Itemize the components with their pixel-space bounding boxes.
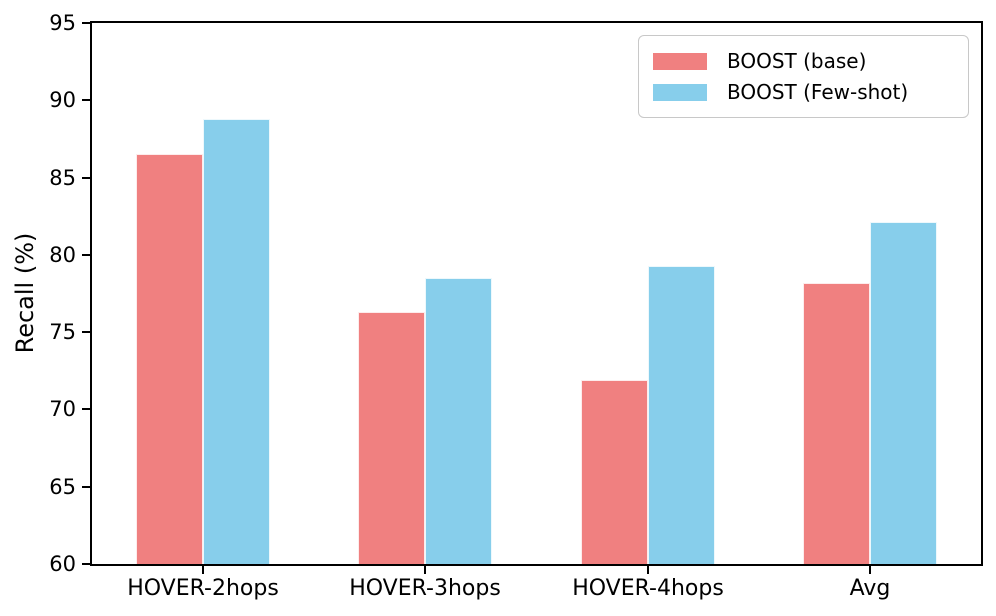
x-tick-label-hover-2hops: HOVER-2hops [127, 576, 279, 601]
bar-boost-few-shot-hover-2hops [203, 119, 270, 564]
bars-layer [92, 23, 981, 564]
x-tick-label-avg: Avg [849, 576, 891, 601]
y-tick-label-70: 70 [49, 397, 76, 422]
y-tick-65 [82, 485, 90, 488]
y-tick-label-75: 75 [49, 320, 76, 345]
legend-swatch-boost-few-shot [653, 83, 707, 101]
legend-label-boost-few-shot: BOOST (Few-shot) [727, 80, 909, 104]
x-tick-avg [869, 566, 871, 574]
legend-swatch-boost-base [653, 52, 707, 70]
y-tick-label-90: 90 [49, 88, 76, 113]
y-tick-label-95: 95 [49, 11, 76, 35]
legend: BOOST (base) BOOST (Few-shot) [638, 35, 969, 118]
x-tick-label-hover-4hops: HOVER-4hops [572, 576, 724, 601]
legend-item-boost-base: BOOST (base) [653, 51, 954, 71]
bar-boost-few-shot-hover-3hops [425, 278, 492, 564]
x-tick-hover-4hops [647, 566, 649, 574]
bar-boost-base-avg [803, 283, 870, 564]
y-tick-label-65: 65 [49, 474, 76, 499]
legend-item-boost-few-shot: BOOST (Few-shot) [653, 82, 954, 102]
bar-boost-few-shot-hover-4hops [648, 266, 715, 564]
x-tick-hover-3hops [424, 566, 426, 574]
bar-boost-base-hover-3hops [358, 312, 425, 564]
x-tick-label-hover-3hops: HOVER-3hops [349, 576, 501, 601]
y-tick-label-85: 85 [49, 165, 76, 190]
y-tick-label-80: 80 [49, 242, 76, 267]
y-tick-label-60: 60 [49, 552, 76, 576]
y-tick-95 [82, 22, 90, 24]
y-tick-90 [82, 99, 90, 102]
bar-boost-base-hover-2hops [136, 154, 203, 564]
y-tick-70 [82, 408, 90, 411]
y-tick-85 [82, 176, 90, 179]
x-tick-hover-2hops [202, 566, 204, 574]
y-tick-80 [82, 253, 90, 256]
bar-boost-few-shot-avg [870, 222, 937, 564]
bar-boost-base-hover-4hops [581, 380, 648, 564]
y-tick-60 [82, 563, 90, 565]
y-tick-75 [82, 331, 90, 334]
legend-label-boost-base: BOOST (base) [727, 49, 867, 73]
